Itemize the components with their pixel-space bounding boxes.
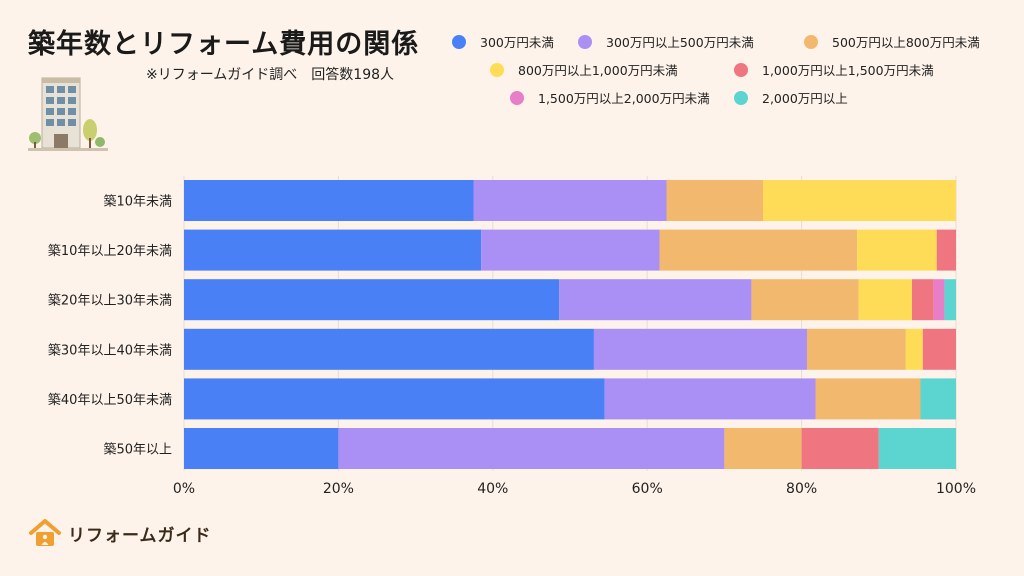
chart-legend: 300万円未満 300万円以上500万円未満 500万円以上800万円未満 800万円…: [0, 0, 1024, 120]
bar-segment: [184, 328, 594, 370]
bar-segment: [559, 279, 752, 321]
y-tick-label: 築50年以上: [103, 443, 172, 458]
y-tick-label: 築20年以上30年未満: [48, 294, 172, 309]
bar-segment: [858, 279, 912, 321]
brand-logo: リフォームガイド: [28, 518, 212, 548]
bar-segment: [905, 328, 923, 370]
legend-label: 2,000万円以上: [762, 91, 848, 106]
x-tick-label: 100%: [936, 481, 976, 497]
legend-label: 1,500万円以上2,000万円未満: [538, 91, 710, 106]
legend-label: 500万円以上800万円未満: [832, 35, 980, 50]
bar-segment: [184, 428, 339, 469]
bar-segment: [473, 180, 667, 221]
bar-segment: [184, 229, 482, 271]
brand-name: リフォームガイド: [68, 525, 212, 546]
apartment-building-icon: [28, 77, 108, 151]
y-tick-label: 築30年以上40年未満: [48, 343, 172, 358]
bar-segment: [801, 428, 879, 469]
bar-segment: [481, 229, 660, 271]
legend-item: 300万円未満: [452, 32, 554, 51]
bar-segment: [659, 229, 858, 271]
bar-segment: [338, 428, 725, 469]
chart-title: 築年数とリフォーム費用の関係: [28, 29, 420, 60]
legend-swatch: [578, 34, 592, 49]
legend-item: 2,000万円以上: [734, 88, 848, 107]
bar-segment: [751, 279, 859, 321]
legend-item: 300万円以上500万円未満: [578, 32, 754, 51]
legend-swatch: [734, 90, 748, 105]
bar-segment: [936, 229, 956, 271]
legend-swatch: [452, 34, 466, 49]
bar-segment: [878, 428, 956, 469]
legend-swatch: [510, 90, 524, 105]
legend-label: 1,000万円以上1,500万円未満: [762, 63, 934, 78]
legend-item: 1,500万円以上2,000万円未満: [510, 88, 710, 107]
x-tick-label: 40%: [477, 481, 508, 497]
bar-segment: [666, 180, 763, 221]
bar-segment: [815, 378, 921, 420]
y-tick-label: 築10年以上20年未満: [48, 244, 172, 259]
bar-segment: [807, 328, 906, 370]
bar-segment: [944, 279, 956, 321]
bar-segment: [763, 180, 956, 221]
bar-segment: [184, 279, 560, 321]
x-tick-label: 0%: [173, 481, 195, 497]
legend-label: 300万円以上500万円未満: [606, 35, 754, 50]
house-icon: [29, 519, 61, 546]
bar-segment: [604, 378, 816, 420]
legend-item: 1,000万円以上1,500万円未満: [734, 60, 934, 79]
x-tick-label: 80%: [786, 481, 817, 497]
legend-swatch: [734, 62, 748, 77]
bar-segment: [593, 328, 808, 370]
legend-item: 800万円以上1,000万円未満: [490, 60, 678, 79]
legend-label: 300万円未満: [480, 35, 554, 50]
bar-segment: [184, 180, 474, 221]
y-tick-label: 築40年以上50年未満: [48, 393, 172, 408]
bar-segment: [911, 279, 934, 321]
legend-swatch: [490, 62, 504, 77]
x-tick-label: 60%: [632, 481, 663, 497]
bar-segment: [922, 328, 956, 370]
legend-swatch: [804, 34, 818, 49]
bar-segment: [724, 428, 802, 469]
legend-label: 800万円以上1,000万円未満: [518, 63, 678, 78]
chart-subtitle: ※リフォームガイド調べ 回答数198人: [146, 67, 395, 83]
x-tick-label: 20%: [323, 481, 354, 497]
y-tick-label: 築10年未満: [103, 195, 172, 210]
bar-segment: [933, 279, 945, 321]
bar-segment: [184, 378, 605, 420]
bar-segment: [920, 378, 956, 420]
bar-segment: [857, 229, 937, 271]
legend-item: 500万円以上800万円未満: [804, 32, 980, 51]
